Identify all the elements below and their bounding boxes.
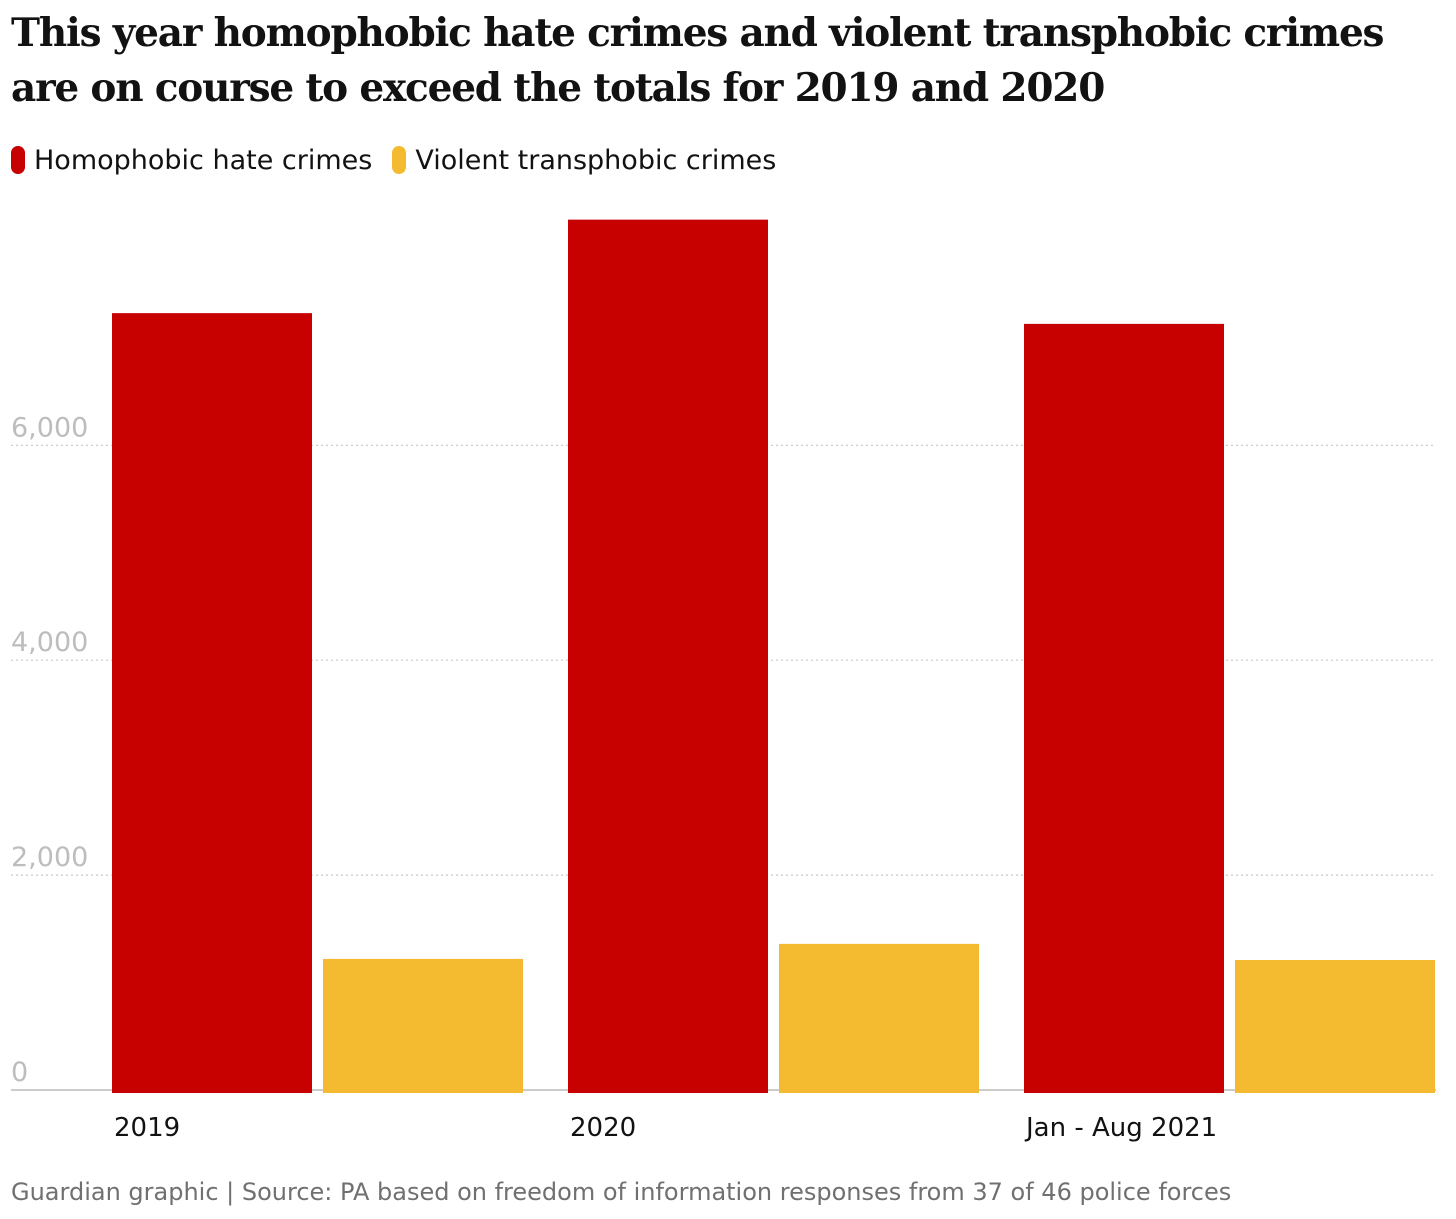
y-tick-label: 0 [11,1057,28,1088]
legend-item-homophobic: Homophobic hate crimes [11,145,372,176]
x-category-label: Jan - Aug 2021 [1024,1113,1217,1143]
bar-chart: 0 2,000 4,000 6,000 2019 2020 Jan - Aug 2021 [11,219,1436,1143]
legend-label-transphobic: Violent transphobic crimes [415,144,777,176]
bar-transphobic [1235,959,1435,1093]
bar-homophobic [112,313,312,1094]
y-tick-label: 2,000 [11,842,88,873]
bar-transphobic [323,958,523,1093]
y-tick-label: 4,000 [11,627,88,658]
legend-swatch-transphobic [392,146,407,174]
legend: Homophobic hate crimes Violent transphob… [11,140,796,180]
legend-label-homophobic: Homophobic hate crimes [34,144,373,176]
y-tick-label: 6,000 [11,412,88,443]
bar-homophobic [1024,323,1224,1094]
source-note: Guardian graphic | Source: PA based on f… [11,1178,1232,1206]
legend-item-transphobic: Violent transphobic crimes [392,145,776,176]
bar-homophobic [568,219,768,1093]
bar-transphobic [779,943,979,1093]
chart-title: This year homophobic hate crimes and vio… [11,10,1385,111]
legend-swatch-homophobic [11,146,25,174]
x-category-label: 2019 [114,1113,180,1143]
x-category-label: 2020 [570,1113,636,1143]
